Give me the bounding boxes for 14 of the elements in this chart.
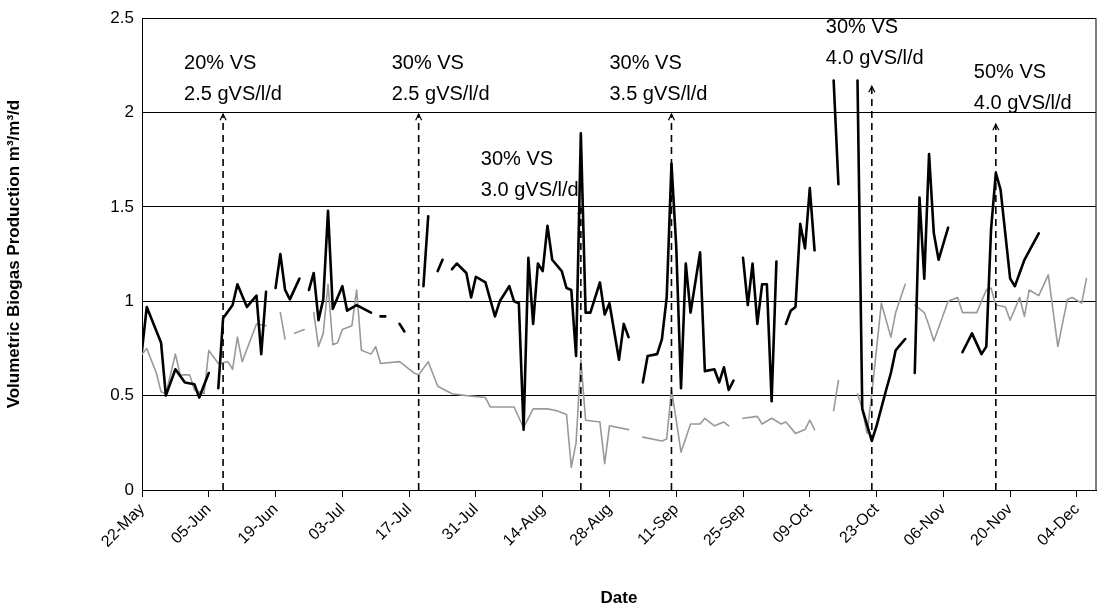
ref-line-label: 30% VS 3.0 gVS/l/d (480, 146, 579, 200)
ref-line-label: 30% VS 3.5 gVS/l/d (609, 50, 708, 104)
ref-line-label: 30% VS 2.5 gVS/l/d (391, 50, 490, 104)
y-tick-label: 1 (124, 290, 134, 310)
ref-line-label: 50% VS 4.0 gVS/l/d (973, 59, 1072, 113)
y-axis-title: Volumetric Biogas Production m³/m³/d (3, 99, 23, 409)
y-tick-label: 2.5 (110, 7, 134, 27)
y-tick-label: 0 (124, 479, 134, 499)
x-axis-title: Date (600, 588, 638, 608)
y-tick-label: 2 (124, 102, 134, 122)
ref-line-label: 20% VS 2.5 gVS/l/d (184, 50, 282, 104)
y-tick-label: 0.5 (110, 385, 134, 405)
y-tick-label: 1.5 (110, 196, 134, 216)
ref-line-label: 30% VS 4.0 gVS/l/d (825, 14, 924, 68)
